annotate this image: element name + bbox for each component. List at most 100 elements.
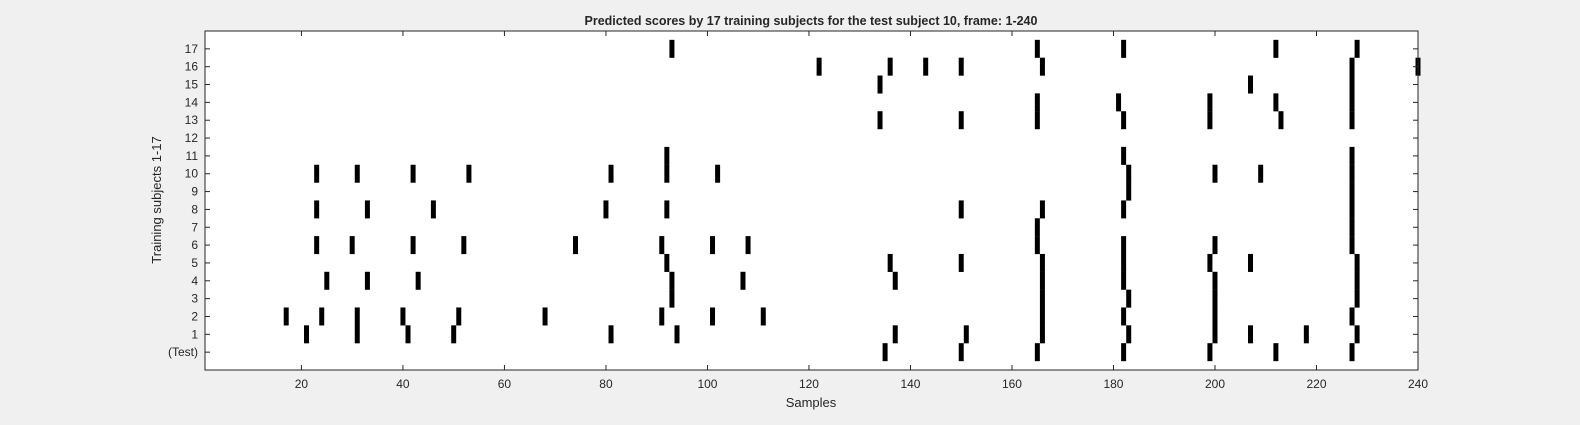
raster-mark (1039, 271, 1045, 290)
x-axis-label: Samples (786, 395, 837, 410)
raster-mark (659, 307, 665, 326)
raster-mark (664, 200, 670, 219)
raster-mark (1039, 57, 1045, 76)
raster-mark (1258, 164, 1264, 183)
raster-mark (1349, 236, 1355, 255)
y-tick-label: 15 (185, 78, 199, 92)
raster-mark (1212, 289, 1218, 308)
raster-mark (1349, 146, 1355, 165)
raster-mark (1034, 236, 1040, 255)
y-tick-label: 14 (185, 95, 199, 109)
raster-mark (364, 271, 370, 290)
y-tick-label: 17 (185, 42, 199, 56)
raster-mark (669, 271, 675, 290)
raster-mark (877, 111, 883, 130)
raster-mark (958, 200, 964, 219)
raster-mark (1116, 93, 1122, 112)
raster-mark (882, 343, 888, 362)
raster-mark (664, 253, 670, 272)
x-tick-label: 40 (396, 377, 410, 391)
x-tick-label: 140 (900, 377, 920, 391)
raster-mark (608, 164, 614, 183)
raster-mark (349, 236, 355, 255)
raster-mark (1349, 164, 1355, 183)
raster-mark (669, 39, 675, 58)
x-tick-label: 180 (1103, 377, 1123, 391)
raster-mark (415, 271, 421, 290)
raster-mark (1121, 200, 1127, 219)
raster-mark (1034, 218, 1040, 237)
raster-mark (892, 325, 898, 344)
raster-mark (958, 253, 964, 272)
raster-mark (963, 325, 969, 344)
raster-mark (1121, 343, 1127, 362)
x-tick-label: 100 (697, 377, 717, 391)
raster-mark (319, 307, 325, 326)
raster-mark (1034, 93, 1040, 112)
raster-mark (1273, 343, 1279, 362)
y-tick-label: 11 (186, 149, 199, 163)
raster-mark (410, 164, 416, 183)
raster-mark (1273, 39, 1279, 58)
raster-marks (283, 39, 1421, 362)
raster-mark (958, 343, 964, 362)
y-tick-label: 10 (185, 167, 199, 181)
raster-mark (573, 236, 578, 255)
raster-mark (1034, 111, 1040, 130)
y-tick-label: 2 (191, 309, 198, 323)
raster-mark (923, 57, 929, 76)
x-tick-label: 240 (1408, 377, 1428, 391)
raster-mark (1207, 343, 1213, 362)
y-tick-label: 3 (191, 292, 198, 306)
raster-mark (958, 57, 964, 76)
raster-mark (608, 325, 614, 344)
raster-mark (1126, 182, 1132, 201)
raster-mark (1278, 111, 1284, 130)
raster-mark (1212, 164, 1218, 183)
y-axis-label: Training subjects 1-17 (149, 136, 164, 263)
raster-mark (1039, 289, 1045, 308)
raster-mark (466, 164, 472, 183)
raster-mark (283, 307, 289, 326)
raster-mark (364, 200, 370, 219)
raster-mark (1207, 93, 1213, 112)
raster-mark (1121, 307, 1127, 326)
raster-mark (1349, 200, 1355, 219)
y-tick-label: 4 (191, 274, 198, 288)
raster-mark (1121, 111, 1127, 130)
raster-mark (1349, 218, 1355, 237)
x-tick-label: 220 (1306, 377, 1326, 391)
raster-mark (710, 236, 716, 255)
raster-mark (430, 200, 436, 219)
raster-mark (1207, 253, 1213, 272)
x-tick-label: 120 (799, 377, 819, 391)
raster-mark (664, 164, 670, 183)
x-ticks: 20 40 60 80 100 120 140 160 180 200 220 240 (295, 31, 1428, 391)
raster-mark (1354, 39, 1360, 58)
raster-mark (304, 325, 310, 344)
y-tick-label: 1 (191, 327, 198, 341)
axes-box (204, 30, 1419, 371)
raster-mark (1354, 253, 1360, 272)
raster-mark (1248, 75, 1254, 94)
raster-mark (1126, 325, 1132, 344)
raster-mark (1354, 289, 1360, 308)
raster-mark (958, 111, 964, 130)
x-tick-label: 80 (599, 377, 613, 391)
raster-mark (461, 236, 467, 255)
raster-mark (1354, 325, 1360, 344)
raster-mark (1039, 307, 1045, 326)
raster-mark (1349, 75, 1355, 94)
plot-area (205, 31, 1418, 370)
x-tick-label: 200 (1205, 377, 1225, 391)
raster-mark (674, 325, 680, 344)
raster-mark (877, 75, 883, 94)
raster-mark (892, 271, 898, 290)
raster-mark (1121, 271, 1127, 290)
raster-mark (1248, 253, 1254, 272)
raster-mark (1039, 253, 1045, 272)
raster-mark (669, 289, 675, 308)
raster-mark (710, 307, 716, 326)
